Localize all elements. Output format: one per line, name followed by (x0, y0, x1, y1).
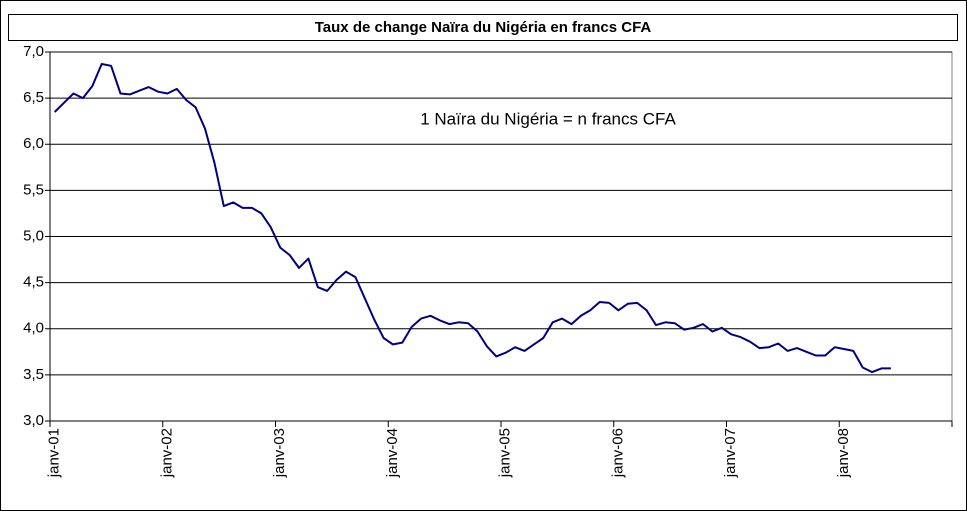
chart-title: Taux de change Naïra du Nigéria en franc… (315, 19, 652, 36)
y-tick-label: 3,0 (23, 412, 44, 429)
x-tick-label: janv-04 (384, 428, 401, 478)
x-tick-label: janv-05 (497, 428, 514, 478)
y-tick-label: 6,5 (23, 89, 44, 106)
y-tick-label: 3,5 (23, 366, 44, 383)
y-tick-label: 4,5 (23, 274, 44, 291)
data-line (53, 63, 891, 374)
y-tick-label: 6,0 (23, 135, 44, 152)
title-box (8, 14, 958, 41)
x-tick-label: janv-01 (46, 428, 63, 478)
annotation: 1 Naïra du Nigéria = n francs CFA (420, 109, 676, 128)
x-tick-label: janv-08 (835, 428, 852, 478)
x-tick-label: janv-03 (271, 428, 288, 478)
x-tick-label: janv-06 (609, 428, 626, 478)
y-tick-label: 5,5 (23, 181, 44, 198)
y-tick-label: 7,0 (23, 43, 44, 60)
x-tick-label: janv-07 (722, 428, 739, 478)
x-tick-label: janv-02 (158, 428, 175, 478)
y-tick-label: 5,0 (23, 227, 44, 244)
y-tick-label: 4,0 (23, 320, 44, 337)
